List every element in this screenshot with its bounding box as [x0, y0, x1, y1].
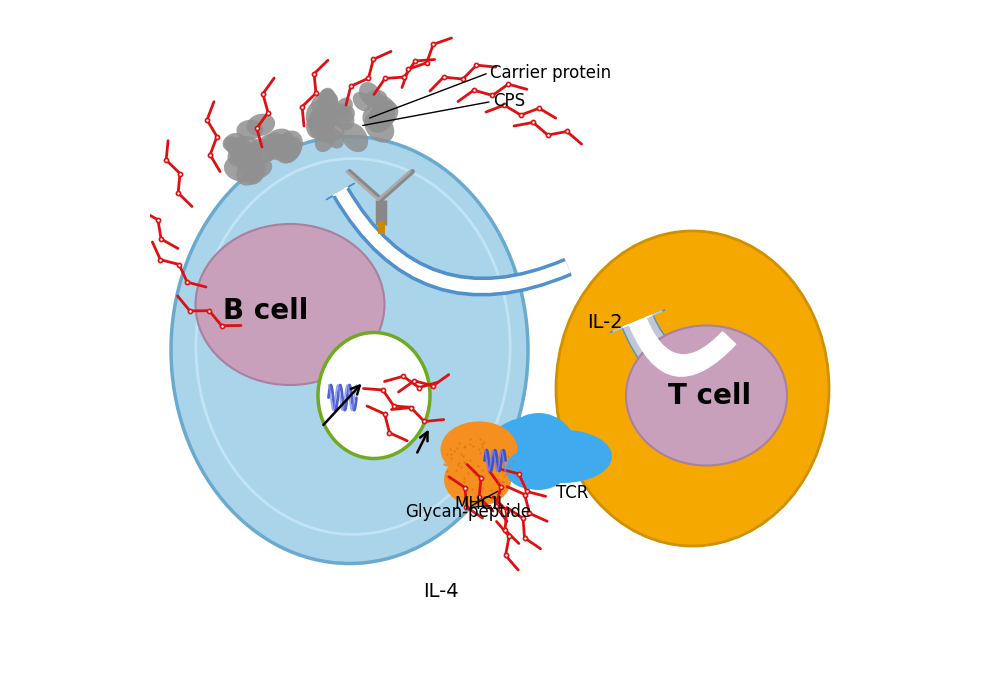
- Ellipse shape: [268, 132, 287, 154]
- Ellipse shape: [333, 106, 355, 126]
- Text: IL-2: IL-2: [587, 312, 623, 332]
- Ellipse shape: [364, 111, 394, 143]
- Ellipse shape: [223, 133, 246, 152]
- Ellipse shape: [364, 90, 387, 107]
- FancyArrowPatch shape: [623, 315, 736, 376]
- Ellipse shape: [493, 431, 546, 476]
- Ellipse shape: [232, 136, 258, 155]
- Ellipse shape: [440, 421, 518, 477]
- Ellipse shape: [444, 453, 511, 506]
- Ellipse shape: [250, 139, 275, 162]
- Text: B cell: B cell: [223, 298, 308, 326]
- Ellipse shape: [278, 136, 302, 163]
- Ellipse shape: [243, 155, 265, 185]
- Ellipse shape: [236, 120, 263, 140]
- Ellipse shape: [265, 134, 298, 160]
- Ellipse shape: [353, 92, 372, 111]
- Ellipse shape: [306, 101, 331, 134]
- Ellipse shape: [326, 128, 344, 148]
- Ellipse shape: [224, 155, 260, 182]
- Ellipse shape: [244, 144, 263, 167]
- FancyArrowPatch shape: [613, 311, 740, 384]
- Ellipse shape: [263, 129, 293, 155]
- Text: TCR: TCR: [556, 484, 588, 503]
- Ellipse shape: [341, 122, 368, 152]
- Ellipse shape: [330, 104, 354, 130]
- Ellipse shape: [228, 137, 258, 167]
- Ellipse shape: [320, 89, 338, 110]
- Ellipse shape: [626, 326, 787, 466]
- Ellipse shape: [459, 443, 498, 485]
- Text: CPS: CPS: [493, 92, 525, 111]
- Ellipse shape: [246, 113, 275, 136]
- Ellipse shape: [171, 136, 528, 564]
- Ellipse shape: [500, 413, 577, 490]
- Ellipse shape: [514, 430, 612, 483]
- Ellipse shape: [234, 144, 257, 174]
- Ellipse shape: [256, 134, 279, 162]
- Ellipse shape: [311, 91, 338, 115]
- Ellipse shape: [314, 120, 345, 143]
- Ellipse shape: [318, 332, 430, 458]
- FancyArrowPatch shape: [326, 183, 571, 296]
- Ellipse shape: [306, 104, 338, 139]
- FancyArrowPatch shape: [611, 310, 741, 385]
- Ellipse shape: [245, 158, 272, 178]
- Ellipse shape: [362, 99, 398, 130]
- Ellipse shape: [318, 88, 336, 111]
- Text: T cell: T cell: [668, 382, 752, 409]
- Ellipse shape: [556, 231, 829, 546]
- Ellipse shape: [236, 156, 265, 186]
- Text: IL-4: IL-4: [423, 582, 458, 601]
- Ellipse shape: [335, 97, 353, 118]
- Ellipse shape: [315, 128, 335, 152]
- Ellipse shape: [227, 143, 253, 166]
- Ellipse shape: [359, 82, 382, 107]
- Ellipse shape: [367, 102, 395, 133]
- Ellipse shape: [196, 224, 384, 385]
- Ellipse shape: [488, 416, 579, 480]
- Text: MHCII: MHCII: [454, 495, 503, 513]
- Ellipse shape: [506, 449, 555, 489]
- Ellipse shape: [371, 94, 396, 118]
- Text: Glycan-peptide: Glycan-peptide: [405, 503, 532, 522]
- Ellipse shape: [224, 136, 245, 156]
- FancyArrowPatch shape: [333, 188, 570, 293]
- Text: Carrier protein: Carrier protein: [490, 64, 611, 83]
- Ellipse shape: [309, 107, 335, 140]
- Ellipse shape: [275, 130, 303, 164]
